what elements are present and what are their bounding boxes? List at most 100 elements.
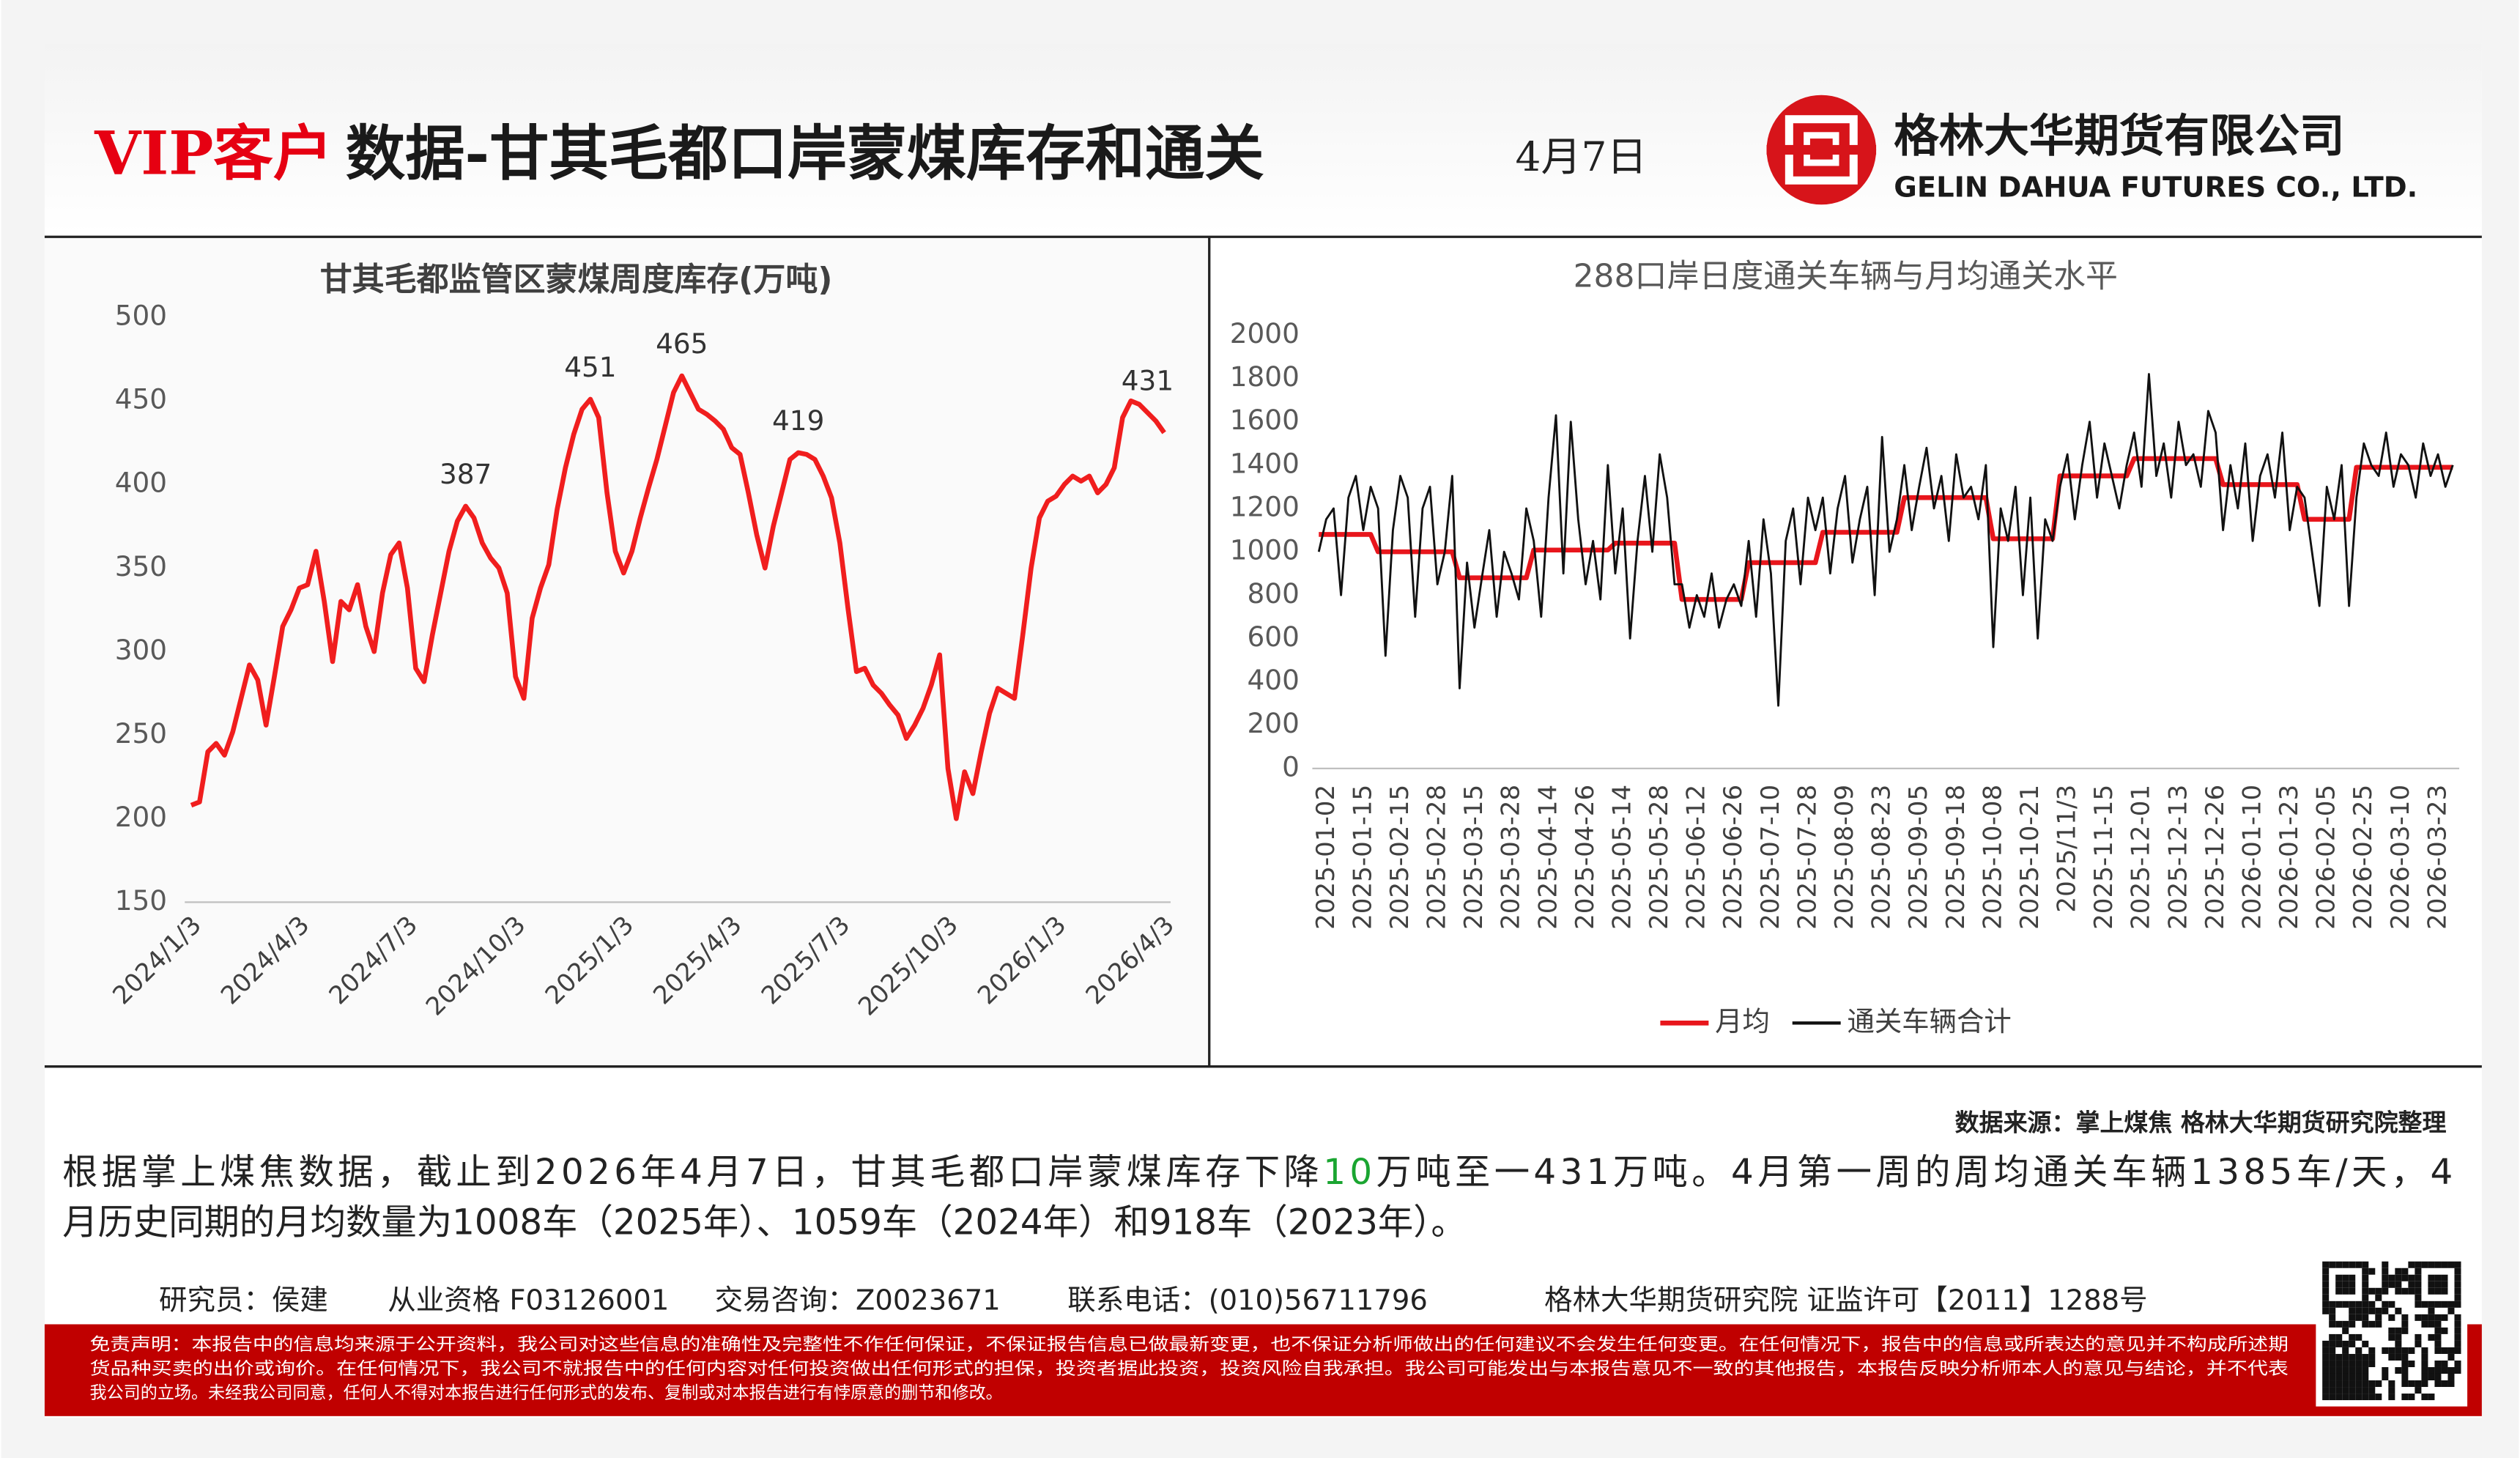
qr-module — [2342, 1366, 2349, 1374]
qr-module — [2368, 1380, 2376, 1388]
qr-module — [2322, 1380, 2330, 1388]
qr-module — [2415, 1268, 2422, 1275]
qr-module — [2421, 1347, 2428, 1354]
x-tick-label: 2026-03-10 — [2386, 785, 2415, 930]
qr-module — [2428, 1274, 2435, 1281]
qr-module — [2322, 1347, 2330, 1354]
qr-module — [2408, 1347, 2415, 1354]
qr-module — [2388, 1387, 2395, 1394]
qr-module — [2368, 1394, 2376, 1401]
qr-module — [2401, 1380, 2409, 1388]
qr-module — [2362, 1366, 2369, 1374]
value-label: 451 — [564, 351, 616, 383]
qr-module — [2322, 1300, 2330, 1308]
y-tick-label: 350 — [115, 550, 167, 582]
qr-module — [2375, 1287, 2382, 1295]
qr-module — [2382, 1287, 2389, 1295]
y-tick-label: 1600 — [1230, 404, 1300, 436]
qr-module — [2362, 1360, 2369, 1367]
qr-module — [2428, 1300, 2435, 1308]
qr-module — [2362, 1314, 2369, 1321]
qr-module — [2395, 1340, 2402, 1347]
x-tick-label: 2025-07-28 — [1793, 785, 1822, 930]
x-tick-label: 2025-03-28 — [1497, 785, 1526, 930]
qr-module — [2362, 1274, 2369, 1281]
qr-module — [2335, 1274, 2343, 1281]
qr-module — [2454, 1340, 2461, 1347]
qr-module — [2362, 1394, 2369, 1401]
qr-module — [2335, 1380, 2343, 1388]
qr-module — [2434, 1327, 2442, 1334]
qr-module — [2408, 1281, 2415, 1288]
qr-module — [2447, 1380, 2455, 1388]
qr-module — [2388, 1353, 2395, 1361]
qr-module — [2408, 1274, 2415, 1281]
qr-module — [2401, 1287, 2409, 1295]
x-tick-label: 2025-07-10 — [1756, 785, 1785, 930]
legend-label: 月均 — [1715, 1005, 1770, 1037]
qr-module — [2329, 1387, 2336, 1394]
header-band — [44, 43, 2482, 234]
qr-module — [2454, 1366, 2461, 1374]
qr-module — [2362, 1373, 2369, 1381]
qr-module — [2375, 1314, 2382, 1321]
qr-module — [2335, 1333, 2343, 1341]
qr-module — [2401, 1366, 2409, 1374]
qr-module — [2335, 1353, 2343, 1361]
y-tick-label: 400 — [115, 467, 167, 499]
qr-module — [2375, 1380, 2382, 1388]
footer-item: 研究员：侯建 — [159, 1284, 328, 1317]
qr-module — [2335, 1261, 2343, 1268]
qr-module — [2434, 1360, 2442, 1367]
qr-module — [2342, 1387, 2349, 1394]
disclaimer-line: 免责声明：本报告中的信息均来源于公开资料，我公司对这些信息的准确性及完整性不作任… — [90, 1336, 2289, 1355]
qr-module — [2382, 1300, 2389, 1308]
qr-module — [2395, 1268, 2402, 1275]
qr-module — [2349, 1320, 2356, 1328]
y-tick-label: 1000 — [1230, 534, 1300, 566]
qr-module — [2415, 1287, 2422, 1295]
qr-module — [2375, 1307, 2382, 1314]
qr-module — [2401, 1327, 2409, 1334]
qr-module — [2447, 1307, 2455, 1314]
qr-module — [2329, 1320, 2336, 1328]
qr-module — [2342, 1373, 2349, 1381]
disclaimer-line: 我公司的立场。未经我公司同意，任何人不得对本报告进行任何形式的发布、复制或对本报… — [90, 1384, 1003, 1403]
qr-module — [2322, 1366, 2330, 1374]
qr-module — [2441, 1347, 2448, 1354]
qr-module — [2329, 1394, 2336, 1401]
qr-module — [2454, 1281, 2461, 1288]
qr-module — [2329, 1353, 2336, 1361]
qr-module — [2342, 1287, 2349, 1295]
qr-module — [2329, 1307, 2336, 1314]
x-tick-label: 2025-03-15 — [1459, 785, 1489, 930]
qr-module — [2368, 1353, 2376, 1361]
qr-module — [2454, 1347, 2461, 1354]
qr-module — [2388, 1274, 2395, 1281]
y-tick-label: 1400 — [1230, 447, 1300, 479]
qr-module — [2335, 1394, 2343, 1401]
qr-module — [2322, 1274, 2330, 1281]
qr-module — [2428, 1333, 2435, 1341]
qr-module — [2349, 1300, 2356, 1308]
qr-module — [2342, 1300, 2349, 1308]
x-tick-label: 2025-01-15 — [1348, 785, 1377, 930]
qr-module — [2447, 1353, 2455, 1361]
qr-module — [2447, 1347, 2455, 1354]
qr-module — [2421, 1314, 2428, 1321]
qr-module — [2434, 1347, 2442, 1354]
qr-module — [2408, 1394, 2415, 1401]
legend-label: 通关车辆合计 — [1847, 1005, 2011, 1037]
data-line — [1317, 373, 2454, 707]
qr-module — [2454, 1261, 2461, 1268]
qr-module — [2441, 1380, 2448, 1388]
qr-module — [2441, 1366, 2448, 1374]
qr-module — [2454, 1268, 2461, 1275]
chart-title: 288口岸日度通关车辆与月均通关水平 — [1574, 257, 2118, 295]
qr-module — [2355, 1307, 2362, 1314]
y-tick-label: 400 — [1248, 664, 1300, 696]
footer-line: 研究员：侯建 从业资格 F03126001 交易咨询：Z0023671 联系电话：(0… — [159, 1284, 2148, 1317]
qr-module — [2382, 1281, 2389, 1288]
qr-module — [2401, 1320, 2409, 1328]
qr-module — [2441, 1281, 2448, 1288]
